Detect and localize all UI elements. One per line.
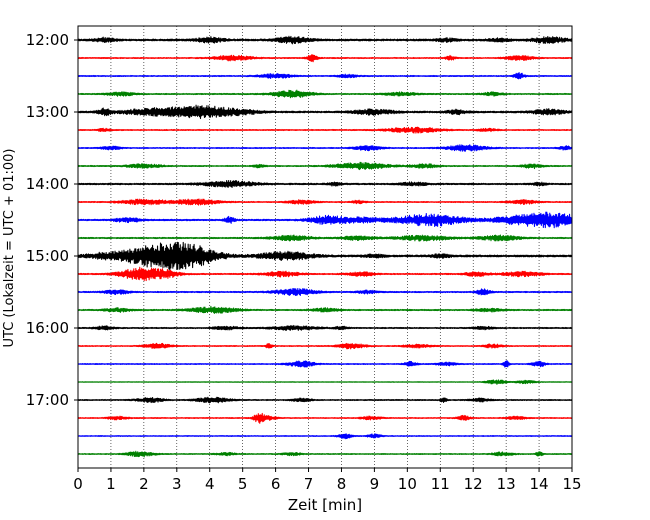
trace-1315 (77, 126, 573, 134)
x-tick-label: 10 (398, 475, 417, 493)
trace-1415 (77, 198, 573, 206)
trace-1730 (77, 433, 573, 440)
trace-1715 (77, 412, 573, 424)
plot-frame (77, 25, 573, 469)
x-tick-label: 3 (172, 475, 182, 493)
x-axis-label: Zeit [min] (288, 496, 362, 514)
x-tick-label: 15 (562, 475, 581, 493)
x-axis: 0 1 2 3 4 5 6 7 8 9 10 11 12 13 14 15 (73, 468, 582, 493)
trace-1200 (77, 35, 573, 45)
trace-1400 (77, 180, 573, 188)
trace-1700 (77, 396, 573, 404)
x-tick-label: 13 (497, 475, 516, 493)
y-tick-label: 15:00 (26, 247, 69, 265)
trace-1630 (77, 360, 573, 368)
trace-1330 (77, 144, 573, 152)
x-tick-label: 5 (238, 475, 248, 493)
trace-1445 (77, 234, 573, 242)
trace-1500 (77, 241, 573, 271)
x-tick-label: 14 (530, 475, 549, 493)
y-tick-label: 17:00 (26, 391, 69, 409)
trace-1215 (77, 54, 573, 63)
trace-1300 (77, 104, 573, 120)
y-tick-label: 12:00 (26, 31, 69, 49)
x-tick-label: 7 (304, 475, 314, 493)
trace-1545 (77, 305, 573, 315)
trace-1515 (77, 266, 573, 282)
trace-1745 (77, 450, 573, 458)
y-tick-label: 16:00 (26, 319, 69, 337)
trace-1230 (77, 72, 573, 80)
y-tick-label: 13:00 (26, 103, 69, 121)
trace-1645 (77, 379, 573, 385)
x-tick-label: 1 (106, 475, 116, 493)
trace-1600 (77, 324, 573, 331)
x-tick-label: 9 (370, 475, 380, 493)
x-tick-label: 0 (73, 475, 83, 493)
y-axis-label: UTC (Lokalzeit = UTC + 01:00) (2, 149, 17, 348)
x-tick-label: 4 (205, 475, 215, 493)
x-tick-label: 6 (271, 475, 281, 493)
trace-1430 (77, 211, 573, 229)
trace-1530 (77, 288, 573, 296)
seismogram-traces (77, 35, 573, 458)
x-tick-label: 12 (464, 475, 483, 493)
x-tick-label: 2 (139, 475, 149, 493)
x-tick-label: 8 (337, 475, 347, 493)
y-axis: 12:00 13:00 14:00 15:00 16:00 17:00 (26, 31, 78, 409)
trace-1345 (77, 161, 573, 171)
y-tick-label: 14:00 (26, 175, 69, 193)
trace-1245 (77, 89, 573, 99)
x-tick-label: 11 (431, 475, 450, 493)
trace-1615 (77, 342, 573, 350)
